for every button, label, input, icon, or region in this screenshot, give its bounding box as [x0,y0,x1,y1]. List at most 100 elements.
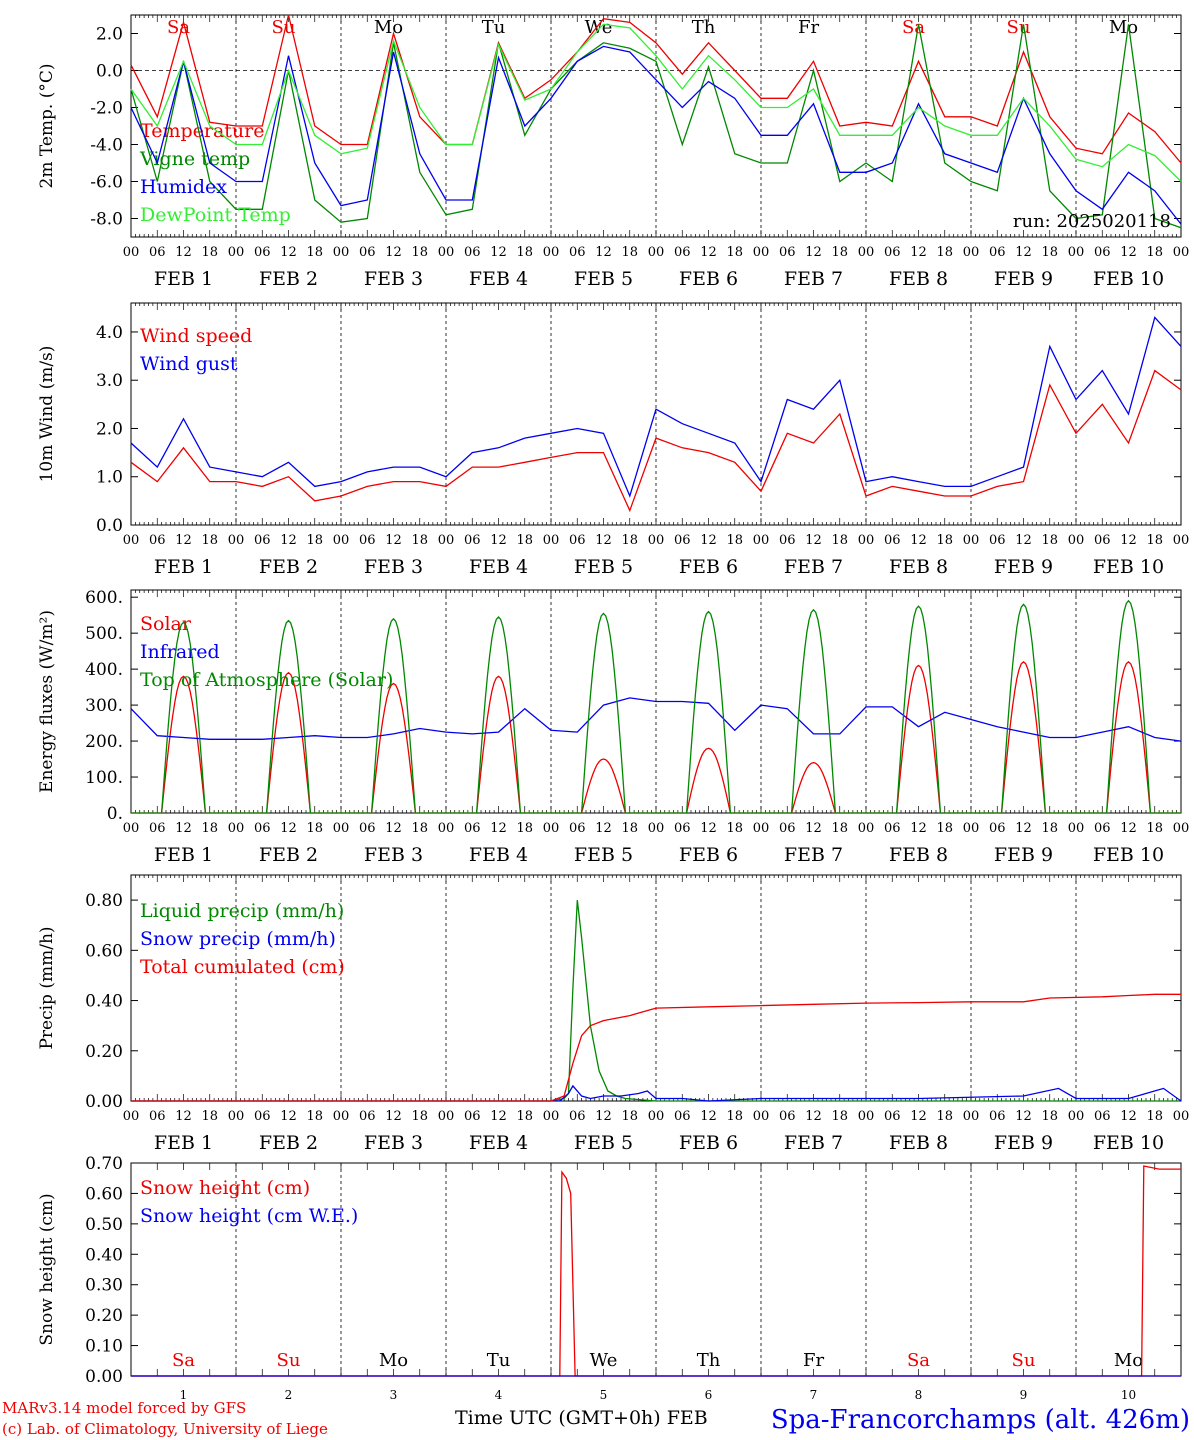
hour-tick-label: 12 [595,1109,612,1124]
hour-tick-label: 12 [910,821,927,836]
hour-tick-label: 00 [543,821,560,836]
weekday-label: We [585,17,613,38]
y-tick-label: 1.0 [96,468,123,488]
hour-tick-label: 06 [464,245,481,260]
hour-tick-label: 18 [831,533,848,548]
time-axis-label: Time UTC (GMT+0h) FEB [455,1407,708,1429]
day-label: FEB 10 [1093,1132,1164,1154]
panel-5: 0.00 0.10 0.20 0.30 0.40 0.50 0.60 0.70 Snow hei… [37,1154,1182,1402]
day-label: FEB 6 [679,844,738,866]
hour-tick-label: 18 [621,533,638,548]
hour-tick-label: 18 [411,245,428,260]
hour-tick-label: 18 [726,821,743,836]
hour-tick-label: 12 [385,533,402,548]
hour-tick-label: 12 [385,1109,402,1124]
day-label: FEB 4 [469,1132,528,1154]
y-axis-label: Energy fluxes (W/m²) [37,610,57,793]
hour-tick-label: 06 [149,1109,166,1124]
hour-tick-label: 00 [438,1109,455,1124]
series-line-dewpoint-temp [130,23,1182,182]
day-number-label: 3 [390,1388,398,1402]
series-line-vigne-temp [130,24,1182,229]
day-label: FEB 4 [469,556,528,578]
day-label: FEB 7 [784,844,843,866]
hour-tick-label: 06 [254,533,271,548]
hour-tick-label: 06 [359,245,376,260]
hour-tick-label: 00 [753,821,770,836]
day-label: FEB 4 [469,268,528,290]
hour-tick-label: 00 [753,245,770,260]
weekday-label: Fr [798,17,819,38]
hour-tick-label: 12 [175,245,192,260]
station-name: Spa-Francorchamps (alt. 426m) [771,1405,1190,1435]
hour-tick-label: 12 [1120,1109,1137,1124]
y-tick-label: 100. [85,768,123,788]
hour-tick-label: 06 [149,821,166,836]
hour-tick-label: 12 [385,821,402,836]
hour-tick-label: 00 [963,1109,980,1124]
hour-tick-label: 00 [333,533,350,548]
day-label: FEB 1 [154,1132,213,1154]
hour-tick-label: 00 [228,533,245,548]
hour-tick-label: 18 [411,533,428,548]
series-line-total-cumulated-cm- [131,993,1181,1102]
y-tick-label: 0.30 [85,1276,123,1296]
hour-tick-label: 18 [516,245,533,260]
hour-tick-label: 12 [175,821,192,836]
hour-tick-label: 18 [201,821,218,836]
panel-1: -8.0 -6.0 -4.0 -2.0 0.0 2.0 2m Temp. (°C) 00 06 1… [37,14,1189,290]
y-axis-label: Snow height (cm) [37,1193,57,1345]
day-label: FEB 9 [994,844,1053,866]
hour-tick-label: 12 [910,1109,927,1124]
day-label: FEB 8 [889,1132,948,1154]
hour-tick-label: 06 [884,533,901,548]
legend-entry: Snow precip (mm/h) [140,928,336,950]
day-number-label: 1 [180,1388,188,1402]
y-tick-label: -8.0 [90,210,123,230]
hour-tick-label: 06 [149,533,166,548]
weekday-label: Su [272,17,296,38]
legend-entry: DewPoint Temp [140,204,291,226]
hour-tick-label: 00 [1173,1109,1190,1124]
hour-tick-label: 00 [1173,821,1190,836]
hour-tick-label: 12 [805,821,822,836]
panel-2: 0.0 1.0 2.0 3.0 4.0 10m Wind (m/s) 00 06 12 18 FEB… [37,302,1189,578]
hour-tick-label: 06 [779,533,796,548]
hour-tick-label: 00 [858,245,875,260]
y-tick-label: 0.80 [85,891,123,911]
hour-tick-label: 18 [201,1109,218,1124]
hour-tick-label: 18 [306,1109,323,1124]
y-tick-label: 0.0 [96,62,123,82]
hour-tick-label: 06 [464,1109,481,1124]
day-label: FEB 2 [259,1132,318,1154]
legend-entry: Snow height (cm W.E.) [140,1205,358,1227]
hour-tick-label: 06 [674,533,691,548]
hour-tick-label: 06 [359,821,376,836]
day-label: FEB 10 [1093,268,1164,290]
hour-tick-label: 00 [963,821,980,836]
weekday-label: Th [692,17,716,38]
day-label: FEB 9 [994,1132,1053,1154]
y-tick-label: 3.0 [96,371,123,391]
legend-entry: Liquid precip (mm/h) [140,900,344,922]
hour-tick-label: 06 [989,821,1006,836]
hour-tick-label: 06 [674,821,691,836]
hour-tick-label: 18 [936,533,953,548]
day-number-label: 6 [705,1388,713,1402]
hour-tick-label: 12 [910,245,927,260]
hour-tick-label: 06 [1094,533,1111,548]
hour-tick-label: 18 [1146,1109,1163,1124]
hour-tick-label: 00 [648,821,665,836]
hour-tick-label: 18 [306,245,323,260]
y-tick-label: 0.00 [85,1367,123,1387]
hour-tick-label: 00 [648,533,665,548]
hour-tick-label: 00 [228,821,245,836]
hour-tick-label: 18 [201,245,218,260]
hour-tick-label: 00 [333,1109,350,1124]
y-tick-label: 500. [85,624,123,644]
y-tick-label: 0.20 [85,1306,123,1326]
hour-tick-label: 12 [700,821,717,836]
hour-tick-label: 06 [464,821,481,836]
run-annotation: run: 2025020118 [1013,211,1171,232]
legend-entry: Top of Atmosphere (Solar) [140,669,393,691]
